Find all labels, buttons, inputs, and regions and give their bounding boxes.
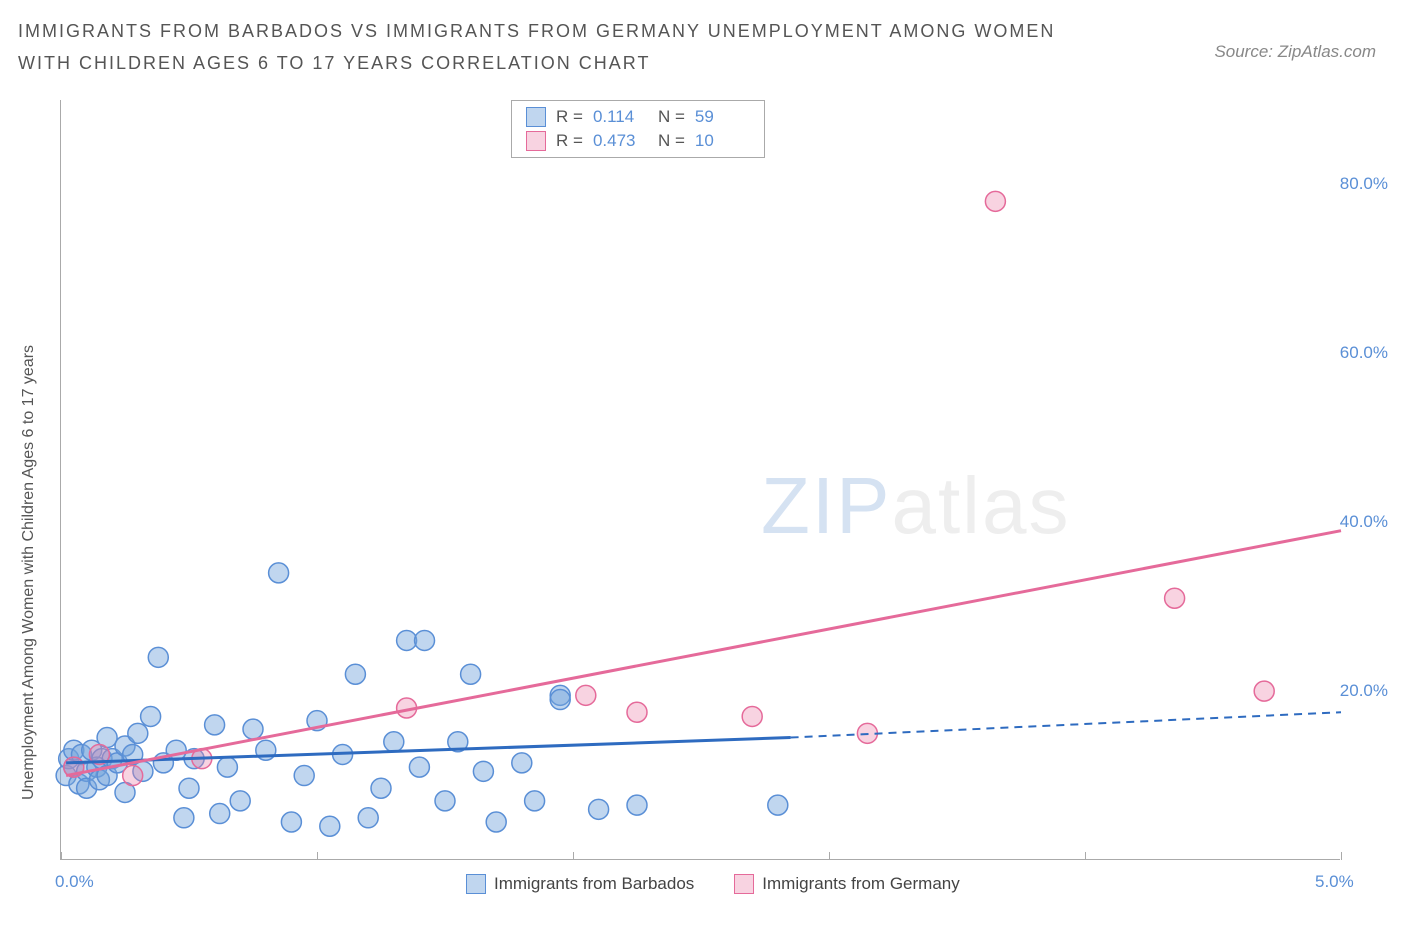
data-point — [409, 757, 429, 777]
data-point — [473, 761, 493, 781]
stat-n-value: 10 — [695, 131, 750, 151]
y-tick-label: 80.0% — [1340, 174, 1388, 194]
data-point — [345, 664, 365, 684]
data-point — [550, 690, 570, 710]
stat-r-label: R = — [556, 107, 583, 127]
series-legend-item: Immigrants from Germany — [734, 874, 959, 894]
legend-swatch — [734, 874, 754, 894]
series-name: Immigrants from Germany — [762, 874, 959, 894]
chart-plot-area: ZIPatlas R =0.114N =59R =0.473N =10 Immi… — [60, 100, 1340, 860]
x-tick — [1085, 852, 1086, 860]
stat-n-label: N = — [658, 131, 685, 151]
x-tick — [317, 852, 318, 860]
data-point — [179, 778, 199, 798]
data-point — [384, 732, 404, 752]
data-point — [397, 630, 417, 650]
data-point — [1254, 681, 1274, 701]
data-point — [174, 808, 194, 828]
stat-r-value: 0.114 — [593, 107, 648, 127]
data-point — [217, 757, 237, 777]
stat-n-value: 59 — [695, 107, 750, 127]
data-point — [742, 706, 762, 726]
x-tick — [61, 852, 62, 860]
data-point — [576, 685, 596, 705]
trend-line — [66, 531, 1341, 776]
data-point — [486, 812, 506, 832]
data-point — [371, 778, 391, 798]
data-point — [128, 723, 148, 743]
x-tick-label: 0.0% — [55, 872, 94, 892]
data-point — [148, 647, 168, 667]
data-point — [320, 816, 340, 836]
data-point — [985, 191, 1005, 211]
data-point — [461, 664, 481, 684]
data-point — [141, 706, 161, 726]
legend-swatch — [526, 107, 546, 127]
data-point — [589, 799, 609, 819]
data-point — [627, 702, 647, 722]
data-point — [269, 563, 289, 583]
data-point — [230, 791, 250, 811]
data-point — [243, 719, 263, 739]
scatter-svg — [61, 100, 1341, 860]
y-tick-label: 40.0% — [1340, 512, 1388, 532]
data-point — [1165, 588, 1185, 608]
data-point — [627, 795, 647, 815]
y-tick-label: 20.0% — [1340, 681, 1388, 701]
y-tick-label: 60.0% — [1340, 343, 1388, 363]
data-point — [768, 795, 788, 815]
data-point — [525, 791, 545, 811]
stat-n-label: N = — [658, 107, 685, 127]
data-point — [512, 753, 532, 773]
data-point — [281, 812, 301, 832]
legend-swatch — [526, 131, 546, 151]
data-point — [210, 804, 230, 824]
x-tick — [1341, 852, 1342, 860]
x-tick — [573, 852, 574, 860]
chart-title: IMMIGRANTS FROM BARBADOS VS IMMIGRANTS F… — [18, 15, 1068, 80]
series-legend: Immigrants from Barbados Immigrants from … — [466, 874, 960, 894]
data-point — [294, 766, 314, 786]
stats-legend: R = 0.114 N = 59 R = 0.473 N = 10 — [511, 100, 765, 158]
legend-swatch — [466, 874, 486, 894]
stat-r-label: R = — [556, 131, 583, 151]
x-tick — [829, 852, 830, 860]
data-point — [358, 808, 378, 828]
stat-r-value: 0.473 — [593, 131, 648, 151]
data-point — [123, 766, 143, 786]
series-legend-item: Immigrants from Barbados — [466, 874, 694, 894]
stats-row: R = 0.114 N = 59 — [526, 107, 750, 127]
data-point — [435, 791, 455, 811]
source-attribution: Source: ZipAtlas.com — [1214, 42, 1376, 62]
stats-row: R = 0.473 N = 10 — [526, 131, 750, 151]
y-axis-label: Unemployment Among Women with Children A… — [20, 345, 38, 800]
series-name: Immigrants from Barbados — [494, 874, 694, 894]
data-point — [205, 715, 225, 735]
x-tick-label: 5.0% — [1315, 872, 1354, 892]
data-point — [415, 630, 435, 650]
